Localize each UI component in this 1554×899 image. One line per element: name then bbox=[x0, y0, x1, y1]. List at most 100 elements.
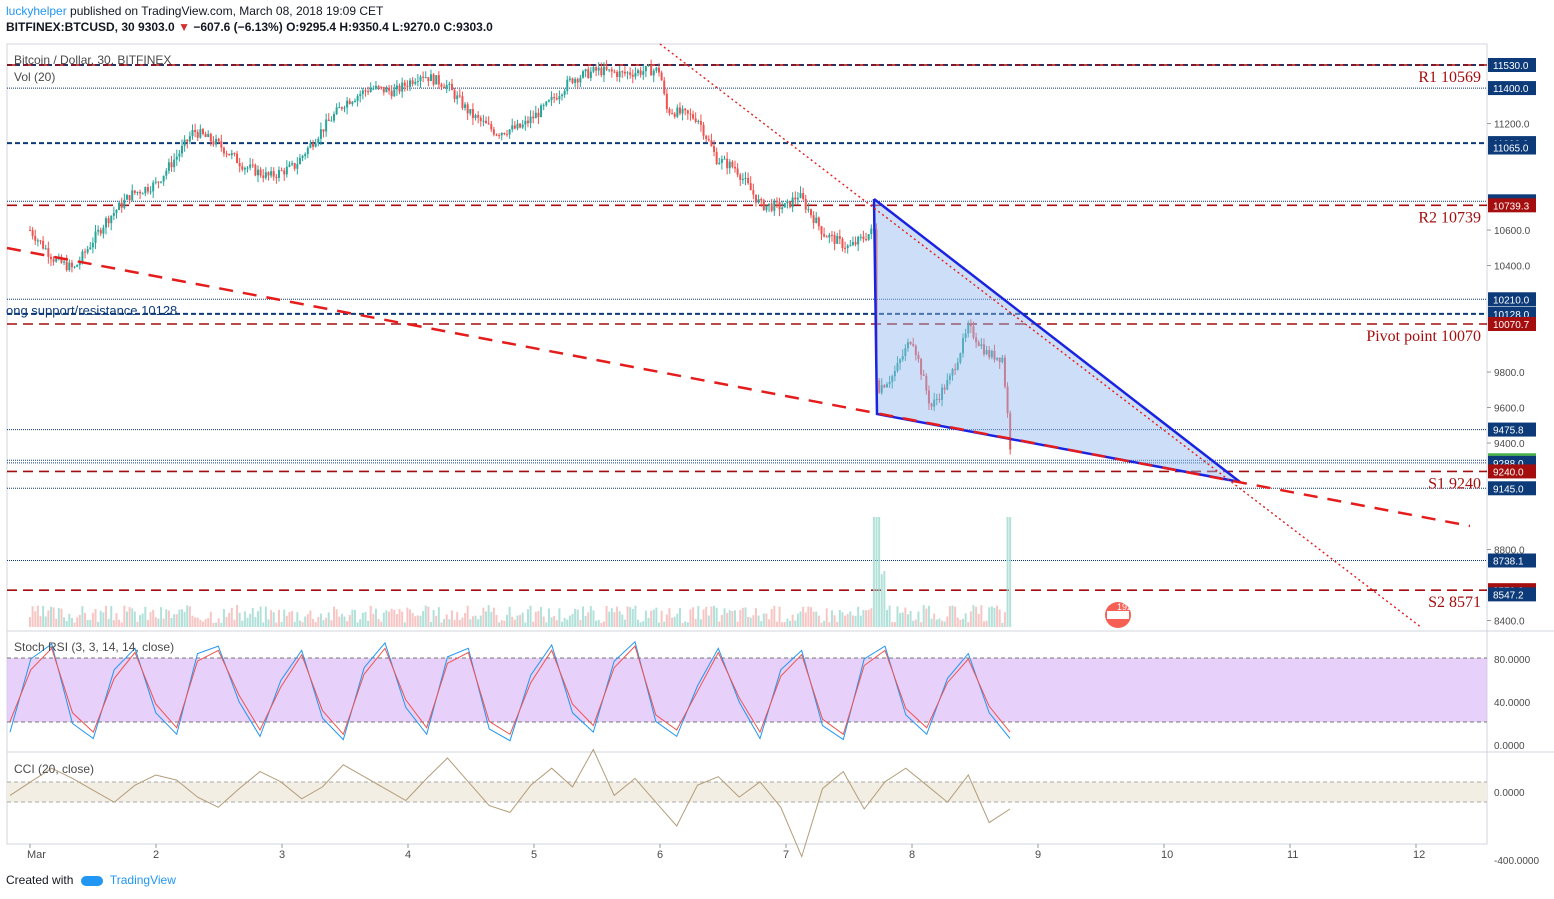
candle-body bbox=[815, 217, 818, 224]
volume-bar bbox=[262, 622, 265, 627]
candle-body bbox=[626, 72, 629, 74]
candle-body bbox=[322, 129, 325, 132]
volume-bar bbox=[254, 617, 257, 627]
candle-body bbox=[838, 236, 841, 239]
candle-body bbox=[254, 165, 257, 176]
volume-bar bbox=[830, 610, 833, 627]
event-flag-icon[interactable]: 192 bbox=[1105, 602, 1132, 628]
volume-bar bbox=[495, 614, 498, 627]
volume-bar bbox=[600, 622, 603, 627]
volume-bar bbox=[422, 610, 425, 627]
candle-body bbox=[411, 80, 414, 84]
candle-body bbox=[34, 235, 37, 241]
volume-bar bbox=[571, 613, 574, 627]
candle-body bbox=[440, 84, 443, 87]
candle-body bbox=[403, 82, 406, 86]
volume-bar bbox=[424, 605, 427, 627]
volume-bar bbox=[904, 607, 907, 627]
candle-body bbox=[783, 203, 786, 208]
candle-body bbox=[128, 195, 131, 201]
volume-bar bbox=[259, 606, 262, 627]
candle-body bbox=[841, 238, 844, 248]
volume-bar bbox=[346, 621, 349, 627]
y-tick-label: 8400.0 bbox=[1494, 617, 1525, 628]
price-label: 9475.8 bbox=[1493, 426, 1524, 437]
candle-body bbox=[393, 89, 396, 97]
volume-bar bbox=[388, 611, 391, 627]
candle-body bbox=[52, 259, 55, 262]
author-link[interactable]: luckyhelper bbox=[6, 4, 67, 18]
volume-bar bbox=[595, 620, 598, 627]
price-label: 10739.3 bbox=[1493, 201, 1530, 212]
volume-bar bbox=[508, 606, 511, 627]
candle-body bbox=[571, 78, 574, 83]
candle-body bbox=[238, 163, 241, 167]
footer-brand-link[interactable]: TradingView bbox=[109, 873, 176, 887]
candle-body bbox=[870, 228, 873, 235]
candle-body bbox=[469, 109, 472, 114]
volume-bar bbox=[277, 609, 280, 627]
candle-body bbox=[225, 153, 228, 155]
x-tick-label: 4 bbox=[405, 849, 411, 861]
candle-body bbox=[933, 399, 936, 407]
volume-bar bbox=[70, 617, 73, 627]
volume-bar bbox=[574, 608, 577, 627]
volume-bar bbox=[749, 617, 752, 627]
volume-bar bbox=[466, 605, 469, 627]
volume-bar bbox=[639, 622, 642, 627]
volume-bar bbox=[901, 612, 904, 627]
volume-bar bbox=[875, 517, 878, 627]
candle-body bbox=[291, 163, 294, 165]
volume-bar bbox=[492, 607, 495, 627]
candle-body bbox=[133, 190, 136, 193]
candle-body bbox=[257, 169, 260, 176]
candle-body bbox=[395, 85, 398, 90]
y-tick-label: 10600.0 bbox=[1494, 226, 1531, 237]
pivot-level-label: S2 8571 bbox=[1428, 594, 1481, 611]
volume-bar bbox=[537, 610, 540, 627]
volume-bar bbox=[165, 609, 168, 627]
volume-bar bbox=[851, 615, 854, 627]
volume-bar bbox=[65, 621, 68, 627]
volume-bar bbox=[581, 606, 584, 627]
x-tick-label: Mar bbox=[27, 849, 46, 861]
candle-body bbox=[754, 194, 757, 203]
candle-body bbox=[888, 381, 891, 385]
volume-bar bbox=[613, 612, 616, 627]
volume-bar bbox=[896, 606, 899, 627]
candle-body bbox=[31, 230, 34, 236]
volume-bar bbox=[167, 610, 170, 627]
candle-body bbox=[665, 93, 668, 110]
x-tick-label: 5 bbox=[531, 849, 537, 861]
volume-bar bbox=[385, 610, 388, 627]
volume-bar bbox=[249, 613, 252, 627]
candle-body bbox=[97, 229, 100, 232]
volume-bar bbox=[115, 613, 118, 627]
ohlc-values: O:9295.4 H:9350.4 L:9270.0 C:9303.0 bbox=[286, 20, 493, 34]
volume-bar bbox=[485, 611, 488, 627]
volume-bar bbox=[521, 612, 524, 627]
volume-bar bbox=[264, 606, 267, 627]
volume-bar bbox=[718, 621, 721, 627]
candle-body bbox=[490, 124, 493, 130]
volume-bar bbox=[532, 621, 535, 627]
volume-bar bbox=[707, 615, 710, 627]
candle-body bbox=[600, 67, 603, 76]
volume-bar bbox=[663, 621, 666, 627]
price-label-box bbox=[1488, 553, 1536, 568]
volume-bar bbox=[188, 606, 191, 627]
volume-bar bbox=[726, 612, 729, 627]
candle-body bbox=[747, 177, 750, 184]
candle-body bbox=[684, 108, 687, 111]
volume-bar bbox=[73, 622, 76, 627]
volume-bar bbox=[128, 607, 131, 627]
candle-body bbox=[639, 70, 642, 75]
candle-body bbox=[529, 116, 532, 124]
volume-bar bbox=[644, 610, 647, 627]
volume-bar bbox=[838, 610, 841, 627]
candle-body bbox=[409, 80, 412, 87]
volume-bar bbox=[943, 621, 946, 627]
y-tick-label: 10400.0 bbox=[1494, 262, 1531, 273]
volume-bar bbox=[967, 622, 970, 627]
